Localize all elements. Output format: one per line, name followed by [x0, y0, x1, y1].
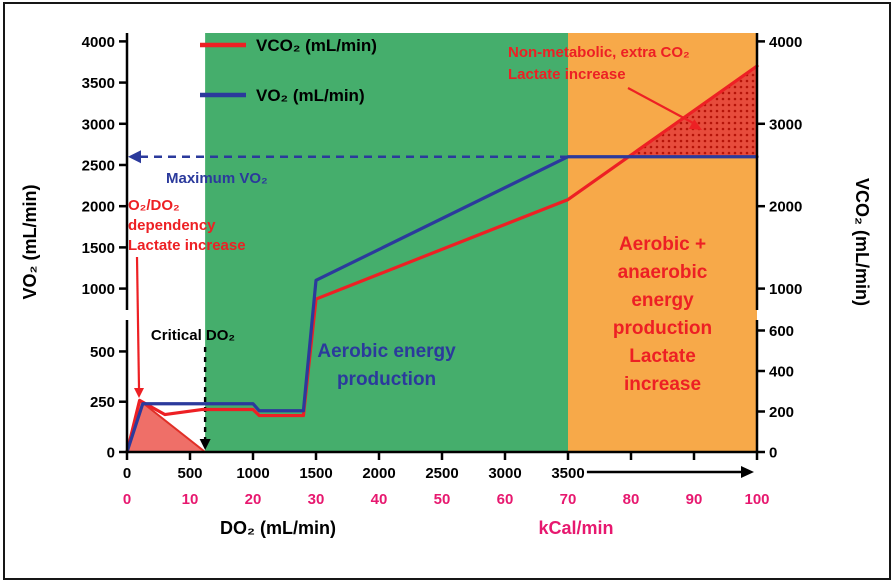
kcal-tick-label: 30	[308, 491, 325, 508]
non-metabolic-arrowhead	[688, 119, 702, 130]
left-tick-label: 2000	[82, 199, 115, 216]
do2-tick-label: 500	[177, 465, 202, 482]
region-label-aerobic-anaerobic: production	[613, 318, 712, 339]
kcal-tick-label: 80	[623, 491, 640, 508]
region-label-aerobic-anaerobic: anaerobic	[618, 262, 708, 283]
do2-tick-label: 1000	[236, 465, 269, 482]
chart-lines-layer: 0250500100015002000250030003500400002004…	[82, 33, 802, 508]
do2-tick-label: 3000	[488, 465, 521, 482]
do2-tick-label: 2500	[425, 465, 458, 482]
non-metabolic-label: Non-metabolic, extra CO₂	[508, 44, 690, 61]
right-tick-label: 200	[769, 404, 794, 421]
legend-vco2-label: VCO₂ (mL/min)	[256, 36, 377, 55]
right-tick-label: 1000	[769, 281, 802, 298]
left-tick-label: 500	[90, 344, 115, 361]
do2-tick-label: 3500	[551, 465, 584, 482]
kcal-tick-label: 60	[497, 491, 514, 508]
series-line-vco2	[125, 64, 759, 454]
non-metabolic-label: Lactate increase	[508, 66, 626, 83]
kcal-tick-label: 100	[744, 491, 769, 508]
left-axis-title: VO₂ (mL/min)	[20, 184, 40, 299]
kcal-tick-label: 50	[434, 491, 451, 508]
left-tick-label: 2500	[82, 157, 115, 174]
left-tick-label: 1000	[82, 281, 115, 298]
do2-tick-label: 0	[123, 465, 131, 482]
o2-do2-dependency-label: Lactate increase	[128, 237, 246, 254]
kcal-tick-label: 90	[686, 491, 703, 508]
right-tick-label: 0	[769, 445, 777, 462]
maximum-vo2-label: Maximum VO₂	[166, 170, 268, 187]
left-tick-label: 3000	[82, 116, 115, 133]
kcal-tick-label: 70	[560, 491, 577, 508]
region-label-aerobic: Aerobic energy	[317, 341, 456, 362]
left-tick-label: 250	[90, 394, 115, 411]
maximum-vo2-arrowhead	[128, 150, 141, 164]
do2-tick-label: 1500	[299, 465, 332, 482]
region-label-aerobic-anaerobic: energy	[631, 290, 694, 311]
right-axis-title: VCO₂ (mL/min)	[852, 178, 872, 306]
critical-do2-label: Critical DO₂	[151, 327, 235, 344]
legend-vo2-label: VO₂ (mL/min)	[256, 86, 365, 105]
critical-do2-arrowhead	[199, 439, 211, 450]
left-tick-label: 1500	[82, 240, 115, 257]
o2-do2-dependency-arrowhead	[134, 388, 144, 398]
do2-tick-label: 2000	[362, 465, 395, 482]
right-tick-label: 4000	[769, 34, 802, 51]
series-line-vo2	[125, 155, 759, 454]
chart-annotation-layer: Aerobic energy production Aerobic + anaerob…	[128, 44, 712, 398]
region-label-aerobic: production	[337, 369, 436, 390]
kcal-tick-label: 10	[182, 491, 199, 508]
left-tick-label: 0	[107, 445, 115, 462]
region-label-aerobic-anaerobic: increase	[624, 374, 701, 395]
non-metabolic-arrow	[627, 87, 696, 125]
kcal-axis-title: kCal/min	[538, 518, 613, 538]
region-label-aerobic-anaerobic: Aerobic +	[619, 234, 706, 255]
left-tick-label: 3500	[82, 75, 115, 92]
do2-axis-arrowhead	[741, 466, 754, 478]
right-tick-label: 2000	[769, 199, 802, 216]
left-tick-label: 4000	[82, 34, 115, 51]
right-tick-label: 400	[769, 363, 794, 380]
region-aerobic	[205, 33, 568, 452]
right-tick-label: 600	[769, 323, 794, 340]
kcal-tick-label: 40	[371, 491, 388, 508]
kcal-tick-label: 20	[245, 491, 262, 508]
kcal-tick-label: 0	[123, 491, 131, 508]
o2-do2-dependency-label: dependency	[128, 217, 216, 234]
do2-axis-title: DO₂ (mL/min)	[220, 518, 336, 538]
right-tick-label: 3000	[769, 116, 802, 133]
region-label-aerobic-anaerobic: Lactate	[629, 346, 696, 367]
o2-do2-dependency-label: O₂/DO₂	[128, 197, 180, 214]
o2-do2-dependency-arrow	[135, 256, 141, 389]
